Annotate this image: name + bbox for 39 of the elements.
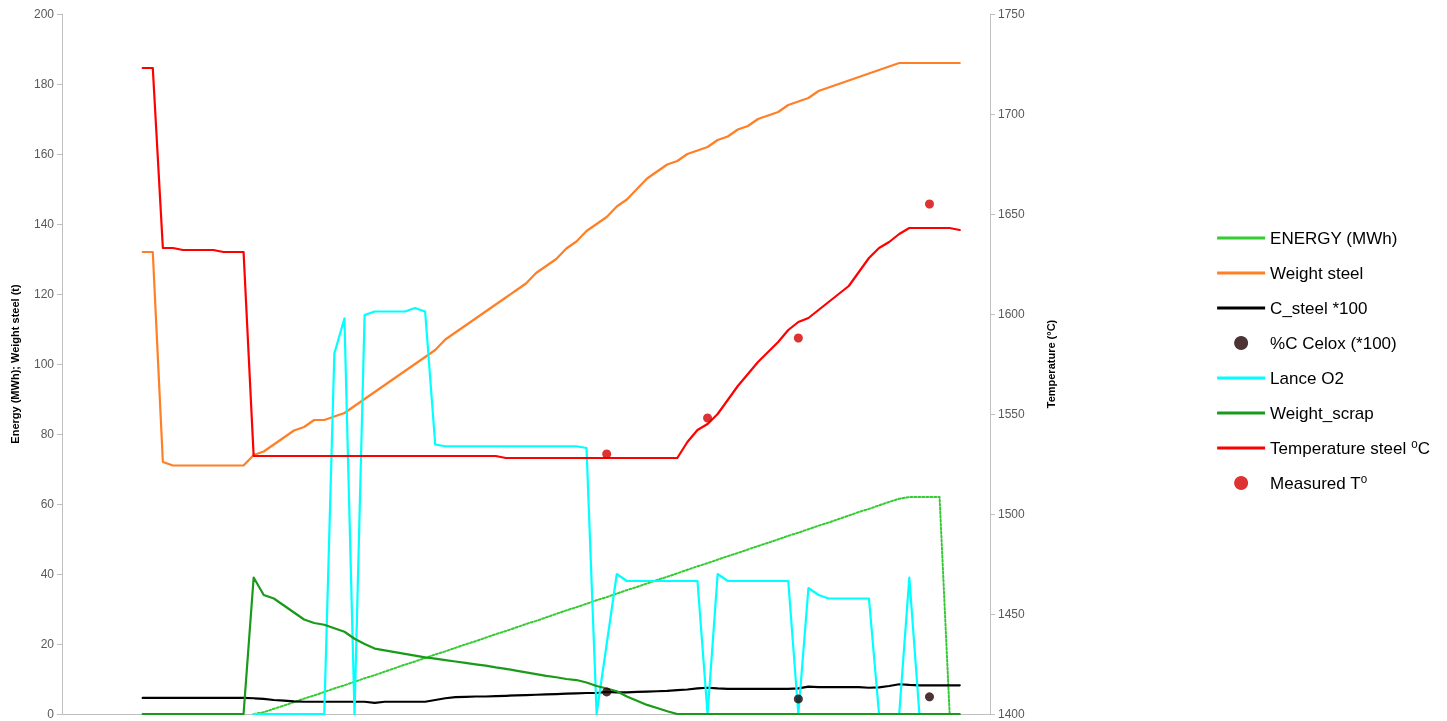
line-series — [141, 576, 961, 716]
point — [924, 692, 934, 702]
y2-tick-label: 1550 — [998, 407, 1026, 421]
y2-tick-label: 1700 — [998, 107, 1026, 121]
y-tick-label: 160 — [33, 147, 55, 161]
y-tick-label: 60 — [40, 497, 55, 511]
y-tick-label: 180 — [33, 77, 55, 91]
y-tick-label: 40 — [40, 567, 55, 581]
y2-tick-label: 1600 — [998, 307, 1026, 321]
y-tick-label: 100 — [33, 357, 55, 371]
line-series — [252, 306, 921, 716]
point — [602, 449, 612, 459]
legend-label: Weight steel — [1270, 263, 1364, 283]
y-tick-label: 200 — [33, 7, 55, 21]
point — [793, 694, 803, 704]
point — [602, 687, 612, 697]
legend-label: Lance O2 — [1270, 368, 1344, 388]
y2-tick-label: 1750 — [998, 7, 1026, 21]
legend-label: %C Celox (*100) — [1270, 333, 1397, 353]
y2-tick-label: 1400 — [998, 707, 1026, 721]
legend-label: Weight_scrap — [1270, 403, 1374, 423]
y2-tick-label: 1500 — [998, 507, 1026, 521]
point — [703, 413, 713, 423]
y-tick-label: 0 — [47, 707, 55, 721]
y-tick-label: 20 — [40, 637, 55, 651]
y2-tick-label: 1650 — [998, 207, 1026, 221]
y-tick-label: 140 — [33, 217, 55, 231]
point — [924, 199, 934, 209]
legend-label: ENERGY (MWh) — [1270, 228, 1398, 248]
line-series — [141, 683, 961, 704]
y2-tick-label: 1450 — [998, 607, 1026, 621]
point — [793, 333, 803, 343]
legend-label: C_steel *100 — [1270, 298, 1368, 318]
legend-label: Measured T⁰ — [1270, 473, 1368, 493]
y-tick-label: 120 — [33, 287, 55, 301]
y-tick-label: 80 — [40, 427, 55, 441]
legend-label: Temperature steel ⁰C — [1270, 438, 1431, 458]
y2-axis-title: Temperature (°C) — [1044, 319, 1057, 409]
y-axis-title: Energy (MWh); Weight steel (t) — [8, 284, 21, 444]
